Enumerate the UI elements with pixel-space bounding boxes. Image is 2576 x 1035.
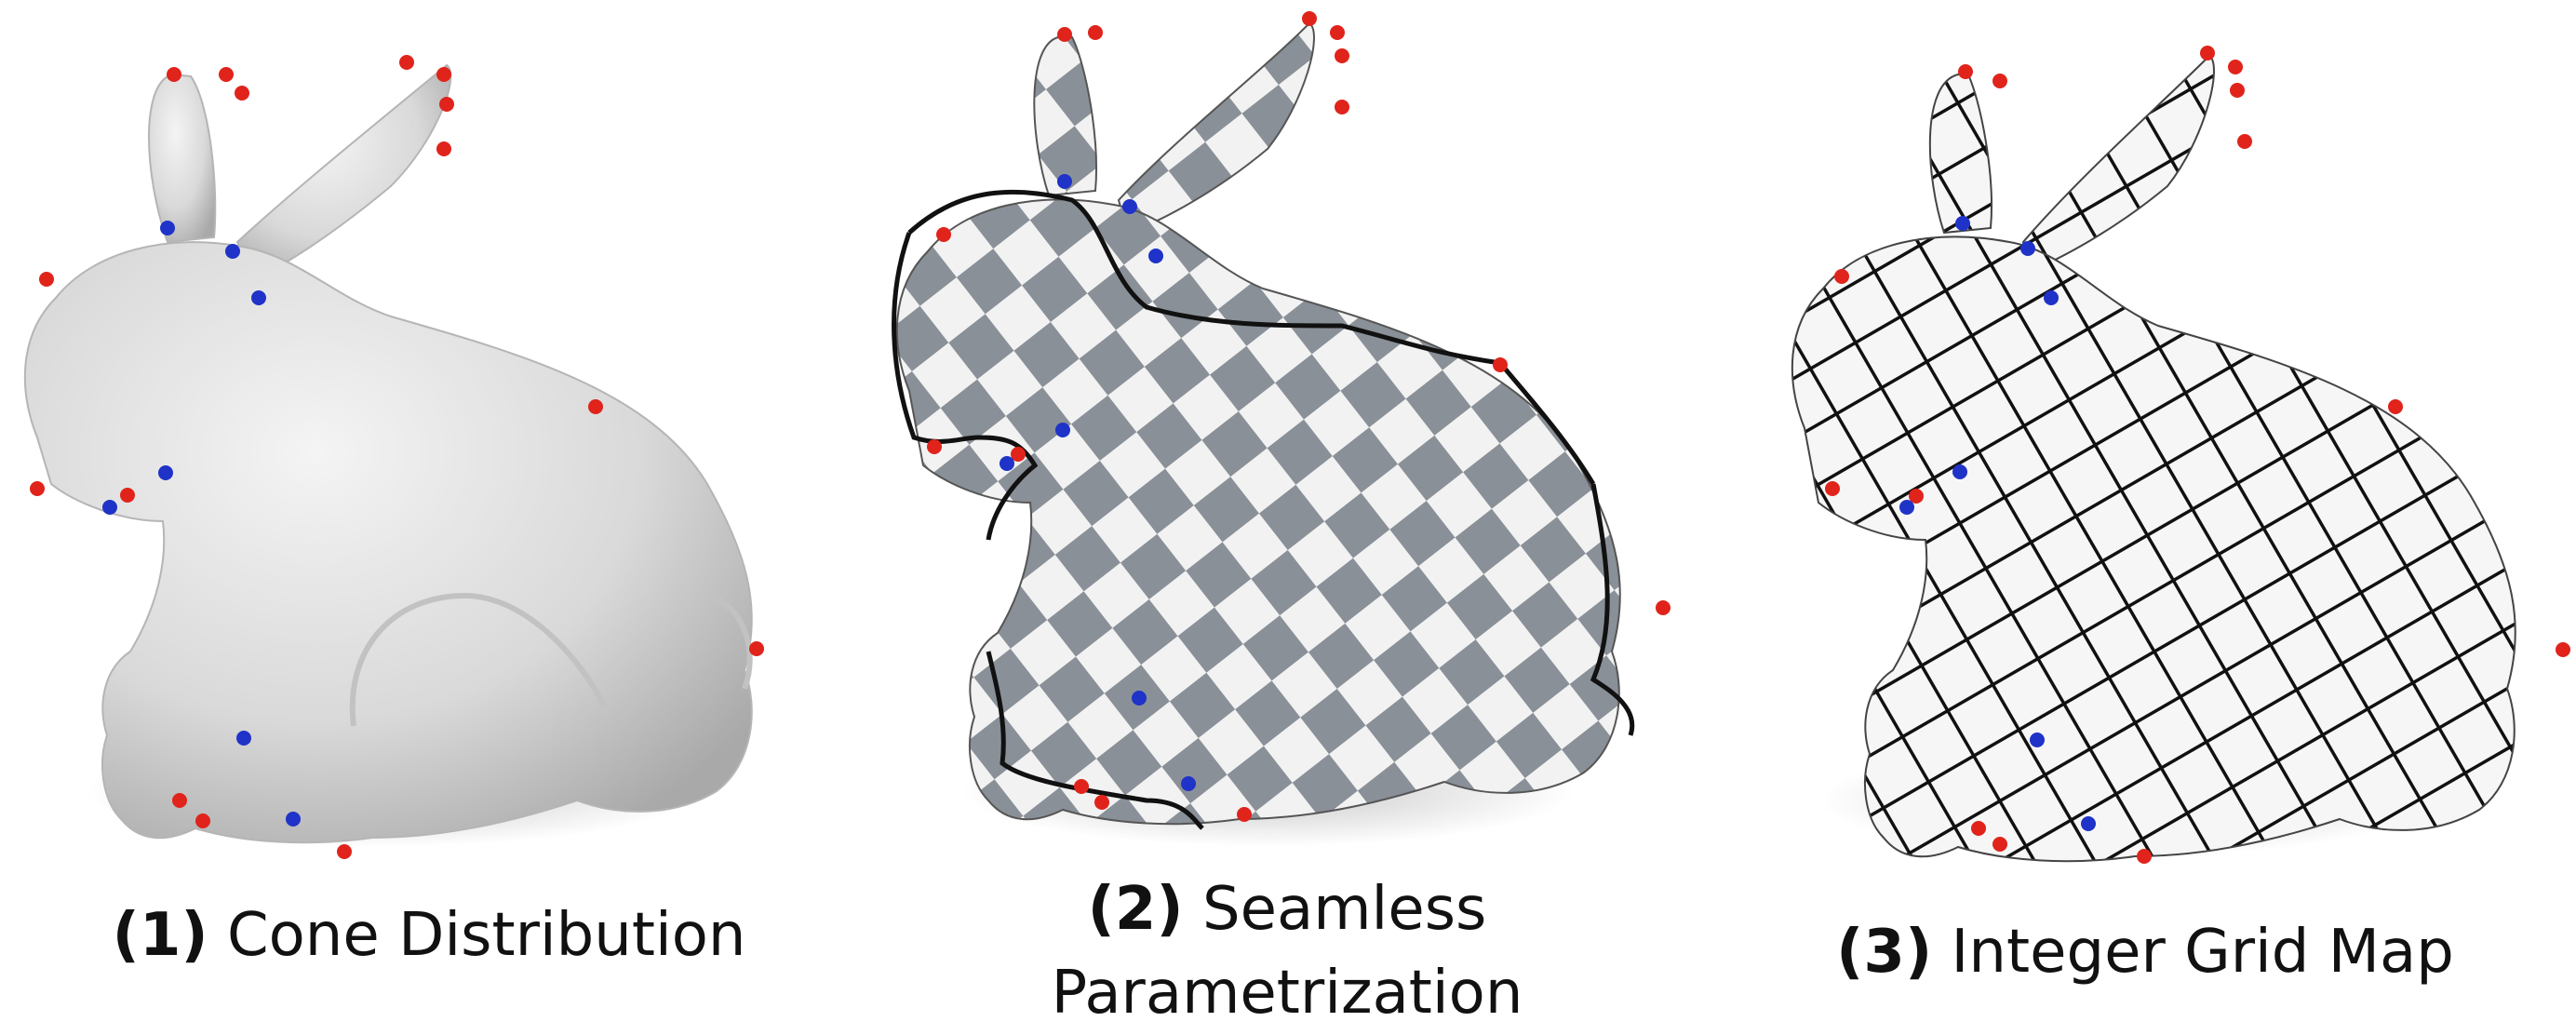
cone-negative-marker bbox=[251, 290, 266, 305]
cone-markers bbox=[927, 11, 1670, 822]
cone-negative-marker bbox=[2044, 290, 2059, 305]
cone-positive-marker bbox=[1330, 25, 1345, 40]
cone-negative-marker bbox=[1122, 199, 1137, 214]
bunny-checker-mesh bbox=[895, 21, 1621, 826]
cone-positive-marker bbox=[1011, 447, 1026, 462]
bunny-integer-grid-map bbox=[1791, 46, 2570, 864]
cone-negative-marker bbox=[236, 731, 251, 746]
cone-negative-marker bbox=[1000, 456, 1014, 471]
cone-positive-marker bbox=[1958, 64, 1973, 79]
cone-positive-marker bbox=[936, 227, 951, 242]
caption-label: Cone Distribution bbox=[226, 901, 746, 970]
cone-positive-marker bbox=[2228, 60, 2243, 74]
cone-markers bbox=[1825, 46, 2570, 864]
cone-negative-marker bbox=[160, 221, 175, 235]
cone-positive-marker bbox=[2137, 849, 2152, 864]
cone-positive-marker bbox=[2556, 642, 2570, 657]
cone-positive-marker bbox=[167, 67, 181, 82]
cone-positive-marker bbox=[2388, 399, 2403, 414]
cone-negative-marker bbox=[1181, 776, 1196, 791]
cone-positive-marker bbox=[1057, 27, 1072, 42]
cone-positive-marker bbox=[120, 488, 135, 503]
cone-negative-marker bbox=[1148, 249, 1163, 263]
cone-negative-marker bbox=[225, 244, 240, 259]
cone-positive-marker bbox=[1834, 269, 1849, 284]
cone-positive-marker bbox=[2200, 46, 2215, 60]
cone-negative-marker bbox=[1132, 691, 1147, 706]
cone-negative-marker bbox=[1955, 216, 1970, 231]
cone-positive-marker bbox=[1909, 489, 1924, 504]
caption-integer-grid-map: (3) Integer Grid Map bbox=[1716, 910, 2574, 994]
panel-integer-grid-map: (3) Integer Grid Map bbox=[1716, 0, 2574, 1018]
caption-number: (2) bbox=[1087, 875, 1184, 944]
cone-negative-marker bbox=[286, 812, 301, 827]
panel-seamless-parametrization: (2) Seamless Parametrization bbox=[858, 0, 1716, 1028]
cone-positive-marker bbox=[235, 86, 249, 101]
cone-positive-marker bbox=[172, 793, 187, 808]
cone-positive-marker bbox=[588, 399, 603, 414]
cone-negative-marker bbox=[2030, 733, 2045, 747]
cone-positive-marker bbox=[1493, 357, 1508, 372]
cone-positive-marker bbox=[1074, 779, 1089, 794]
cone-positive-marker bbox=[1992, 74, 2007, 88]
cone-positive-marker bbox=[399, 55, 414, 70]
cone-positive-marker bbox=[1825, 481, 1840, 496]
caption-seamless-parametrization: (2) Seamless Parametrization bbox=[858, 867, 1716, 1035]
cone-positive-marker bbox=[1335, 100, 1349, 114]
caption-label: Integer Grid Map bbox=[1951, 918, 2454, 987]
cone-positive-marker bbox=[337, 844, 352, 859]
cone-positive-marker bbox=[219, 67, 234, 82]
cone-positive-marker bbox=[1971, 821, 1986, 836]
panel-cone-distribution: (1) Cone Distribution bbox=[0, 0, 858, 1018]
cone-negative-marker bbox=[158, 465, 173, 480]
cone-positive-marker bbox=[749, 641, 764, 656]
cone-positive-marker bbox=[1237, 807, 1252, 822]
cone-positive-marker bbox=[436, 141, 451, 156]
cone-negative-marker bbox=[2081, 816, 2096, 831]
cone-positive-marker bbox=[2230, 83, 2245, 98]
cone-positive-marker bbox=[1992, 837, 2007, 852]
cone-negative-marker bbox=[1952, 464, 1967, 479]
caption-label: Seamless bbox=[1201, 875, 1487, 944]
cone-negative-marker bbox=[1055, 423, 1070, 437]
cone-negative-marker bbox=[1057, 174, 1072, 189]
bunny-mesh bbox=[23, 63, 753, 844]
caption-cone-distribution: (1) Cone Distribution bbox=[0, 894, 858, 977]
caption-label-line2: Parametrization bbox=[1051, 959, 1523, 1028]
cone-positive-marker bbox=[1094, 795, 1109, 810]
cone-positive-marker bbox=[436, 67, 451, 82]
bunny-grid-mesh bbox=[1791, 54, 2516, 863]
cone-positive-marker bbox=[927, 439, 942, 454]
cone-positive-marker bbox=[1335, 48, 1349, 63]
cone-negative-marker bbox=[1899, 500, 1914, 515]
caption-number: (3) bbox=[1836, 918, 1933, 987]
cone-positive-marker bbox=[1088, 25, 1103, 40]
cone-positive-marker bbox=[2237, 134, 2252, 149]
bunny-seamless-parametrization bbox=[892, 11, 1670, 847]
cone-negative-marker bbox=[2020, 241, 2035, 256]
cone-positive-marker bbox=[195, 813, 210, 828]
bunny-cone-distribution bbox=[23, 55, 764, 859]
cone-positive-marker bbox=[30, 481, 45, 496]
cone-positive-marker bbox=[1302, 11, 1317, 26]
cone-negative-marker bbox=[102, 500, 117, 515]
caption-number: (1) bbox=[112, 901, 208, 970]
cone-markers bbox=[30, 55, 764, 859]
cone-positive-marker bbox=[439, 97, 454, 112]
cone-positive-marker bbox=[1656, 600, 1670, 615]
cone-positive-marker bbox=[39, 272, 54, 287]
